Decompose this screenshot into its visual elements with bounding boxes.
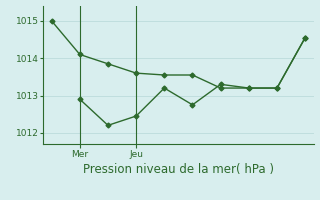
X-axis label: Pression niveau de la mer( hPa ): Pression niveau de la mer( hPa ) — [83, 163, 274, 176]
